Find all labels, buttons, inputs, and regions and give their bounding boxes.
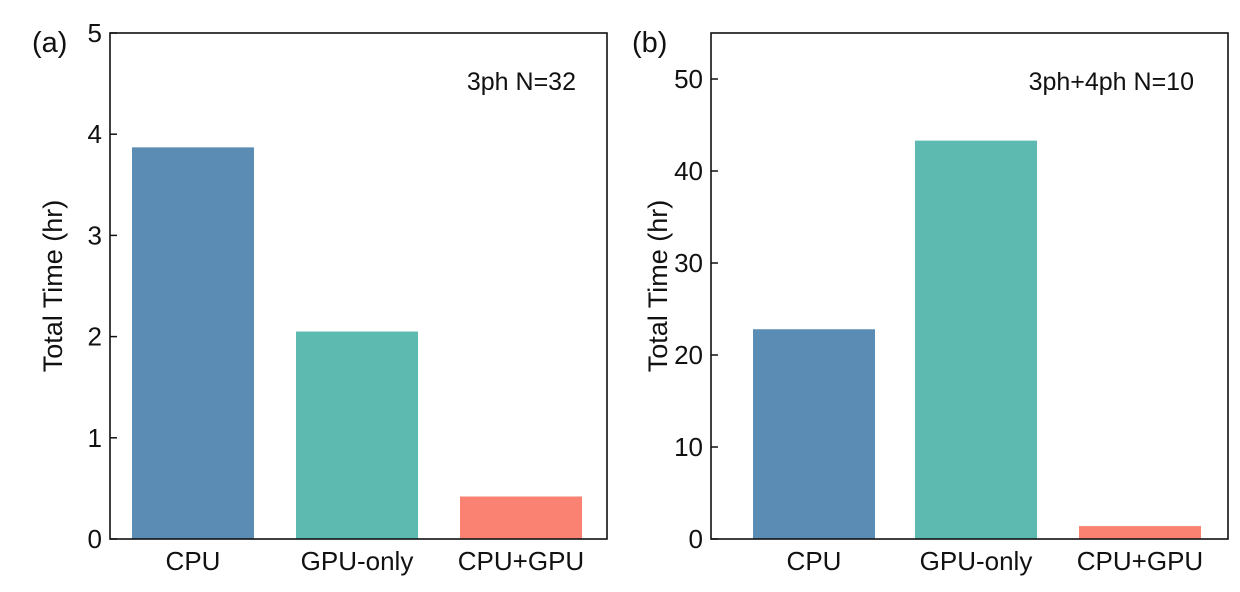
- y-axis-label: Total Time (hr): [643, 200, 673, 373]
- x-tick-label: CPU: [166, 546, 221, 576]
- x-tick-label: CPU: [787, 546, 842, 576]
- panel-a: 0 1 2 3 4 5 CPU GPU-only CPU+GPU Total Time (hr) (…: [32, 18, 608, 576]
- bar-cpu-gpu: [1079, 526, 1201, 539]
- bar-gpu-only: [915, 140, 1037, 539]
- y-axis-label: Total Time (hr): [38, 200, 68, 373]
- y-tick-label: 0: [689, 524, 703, 554]
- y-tick-label: 2: [88, 322, 102, 352]
- x-tick-label: GPU-only: [920, 546, 1033, 576]
- y-tick-label: 50: [674, 64, 703, 94]
- x-tick-label: GPU-only: [301, 546, 414, 576]
- bar-cpu: [132, 147, 254, 539]
- y-tick-label: 3: [88, 220, 102, 250]
- bar-gpu-only: [296, 331, 418, 539]
- y-tick-label: 10: [674, 432, 703, 462]
- y-tick-label: 40: [674, 156, 703, 186]
- x-tick-label: CPU+GPU: [458, 546, 584, 576]
- plot-frame: [109, 32, 608, 540]
- panel-annotation: 3ph+4ph N=10: [1029, 68, 1194, 96]
- x-tick-label: CPU+GPU: [1077, 546, 1203, 576]
- plot-frame: [710, 32, 1229, 540]
- y-tick-label: 4: [88, 119, 102, 149]
- panel-annotation: 3ph N=32: [467, 68, 576, 96]
- y-tick-label: 0: [88, 524, 102, 554]
- panel-label: (b): [632, 27, 667, 59]
- y-tick-label: 1: [88, 423, 102, 453]
- panel-b: 0 10 20 30 40 50 CPU GPU-only CPU+GPU Total Time …: [632, 27, 1229, 576]
- bar-cpu-gpu: [460, 496, 582, 539]
- bar-cpu: [753, 329, 875, 539]
- panel-label: (a): [32, 27, 67, 59]
- y-tick-label: 5: [88, 18, 102, 48]
- y-tick-label: 30: [674, 248, 703, 278]
- y-tick-label: 20: [674, 340, 703, 370]
